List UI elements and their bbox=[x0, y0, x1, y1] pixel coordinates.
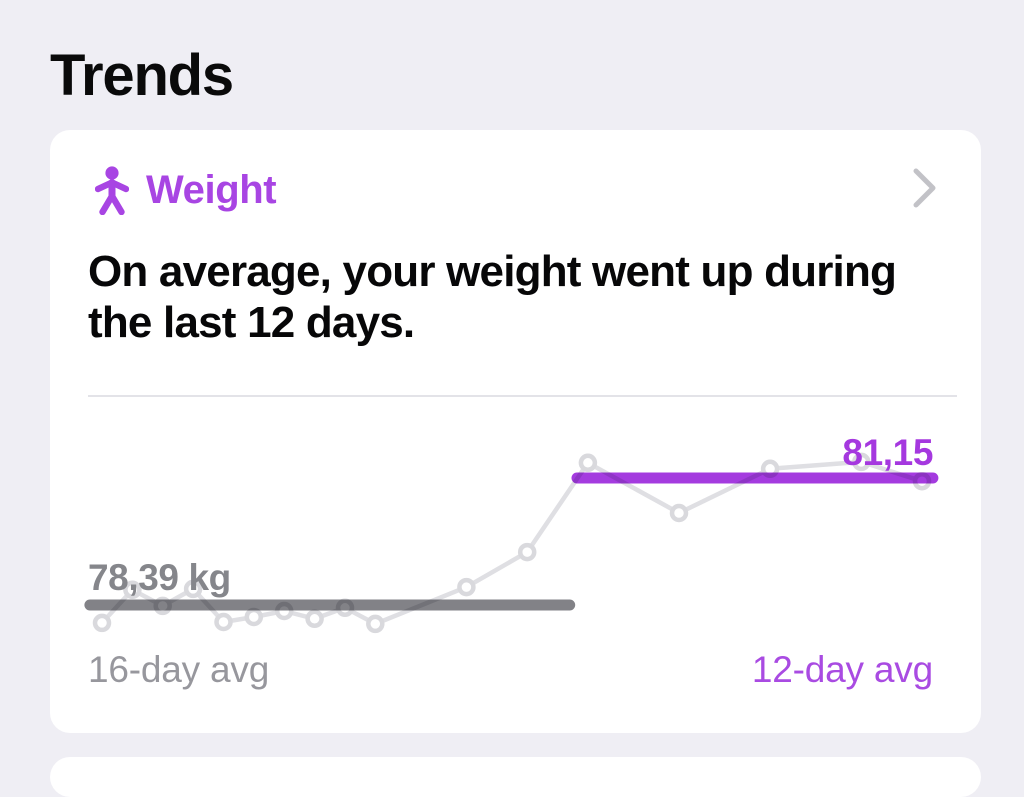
page-title: Trends bbox=[50, 43, 234, 108]
metric-title: Weight bbox=[146, 167, 277, 212]
avg16-caption: 16-day avg bbox=[88, 649, 270, 690]
next-card-partial[interactable] bbox=[50, 757, 981, 797]
avg12-value-label: 81,15 bbox=[842, 432, 933, 473]
avg12-caption: 12-day avg bbox=[751, 649, 933, 690]
divider bbox=[88, 395, 957, 397]
chevron-right-icon bbox=[913, 168, 936, 208]
avg16-value-label: 78,39 kg bbox=[88, 557, 231, 598]
trend-headline-line1: On average, your weight went up during bbox=[88, 247, 897, 296]
weight-trend-chart bbox=[84, 452, 939, 634]
weight-trend-card[interactable]: Weight On average, your weight went up d… bbox=[50, 130, 981, 733]
accessibility-figure-icon bbox=[95, 166, 129, 215]
trend-headline: On average, your weight went up during t… bbox=[88, 246, 897, 348]
weight-card-header: Weight bbox=[95, 164, 277, 216]
trend-headline-line2: the last 12 days. bbox=[88, 298, 415, 347]
